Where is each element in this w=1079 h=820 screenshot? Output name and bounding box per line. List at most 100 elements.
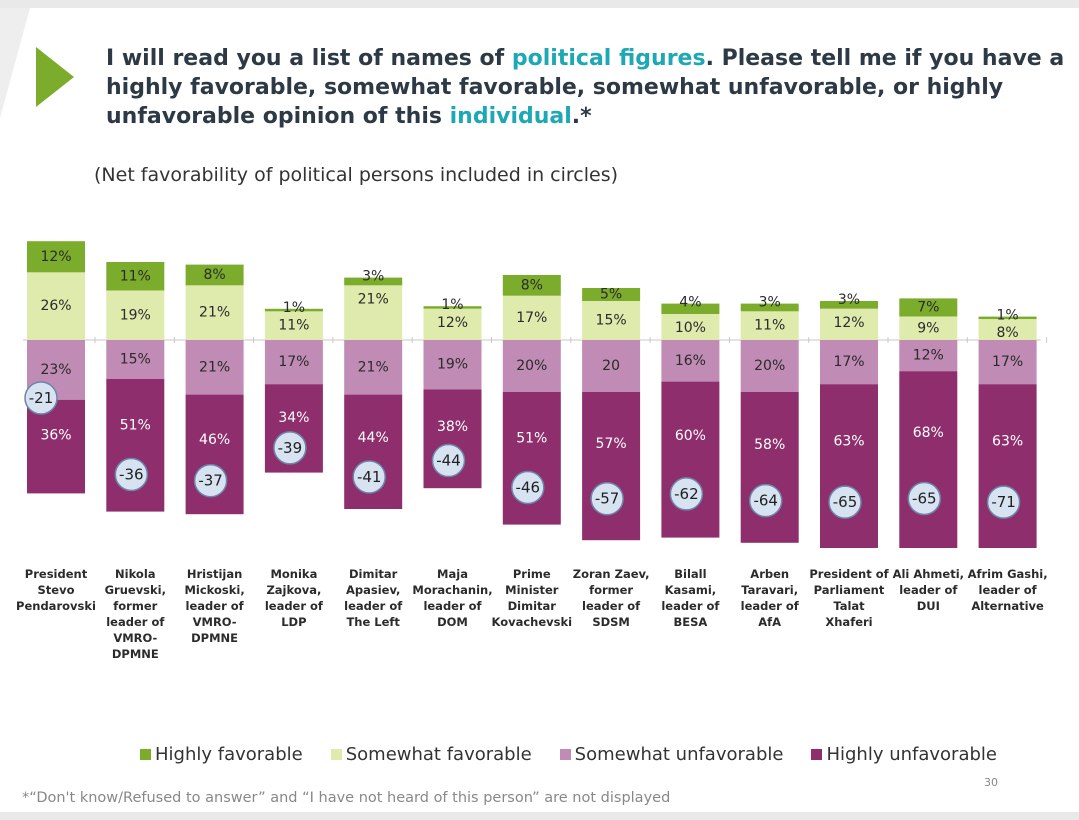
- label-somewhat-unfavorable-1: 15%: [120, 352, 151, 368]
- net-bubble-12: [986, 485, 1021, 519]
- category-label-11-2: DUI: [917, 599, 940, 613]
- bar-somewhat-unfavorable-3: [264, 340, 323, 385]
- label-highly-unfavorable-12: 63%: [992, 434, 1023, 450]
- label-somewhat-unfavorable-11: 12%: [913, 348, 944, 364]
- bar-highly-unfavorable-11: [899, 371, 958, 548]
- category-label-9-0: Arben: [750, 567, 789, 581]
- label-highly-unfavorable-8: 60%: [675, 428, 706, 444]
- label-somewhat-unfavorable-6: 20%: [516, 358, 547, 374]
- title-highlight-individual: individual: [449, 104, 572, 129]
- bar-somewhat-unfavorable-8: [661, 340, 720, 382]
- bar-somewhat-favorable-0: [27, 272, 85, 340]
- title-part-1: I will read you a list of names of: [106, 46, 512, 71]
- net-label-3: -39: [278, 439, 303, 457]
- bar-highly-favorable-10: [820, 301, 878, 309]
- bar-highly-favorable-5: [423, 306, 482, 309]
- category-label-2-4: DPMNE: [191, 631, 238, 645]
- bar-somewhat-favorable-12: [978, 319, 1037, 340]
- bar-somewhat-unfavorable-9: [740, 340, 799, 392]
- bar-highly-favorable-3: [264, 308, 323, 312]
- net-bubble-5: [431, 443, 466, 478]
- label-somewhat-favorable-1: 19%: [120, 307, 151, 323]
- legend-item-highly-unfavorable: Highly unfavorable: [811, 744, 997, 765]
- label-highly-unfavorable-2: 46%: [199, 432, 230, 448]
- label-highly-unfavorable-5: 38%: [437, 419, 468, 435]
- category-label-0-1: Stevo: [38, 583, 75, 597]
- bar-somewhat-unfavorable-1: [106, 340, 165, 379]
- chart-title: I will read you a list of names of polit…: [106, 44, 1066, 131]
- legend-swatch-somewhat-favorable: [330, 749, 342, 760]
- net-label-5: -44: [436, 452, 461, 470]
- label-somewhat-favorable-10: 12%: [833, 315, 864, 331]
- bar-somewhat-favorable-10: [820, 308, 878, 340]
- legend-swatch-somewhat-unfavorable: [559, 749, 571, 760]
- label-somewhat-unfavorable-7: 20: [602, 358, 620, 374]
- category-label-7-1: former: [589, 583, 633, 597]
- label-highly-favorable-1: 11%: [120, 268, 151, 284]
- label-somewhat-favorable-8: 10%: [675, 320, 706, 336]
- bar-highly-favorable-11: [899, 298, 958, 317]
- net-bubble-10: [828, 485, 862, 519]
- title-highlight-political-figures: political figures: [511, 46, 706, 71]
- footnote: *“Don't know/Refused to answer” and “I h…: [22, 790, 671, 806]
- category-label-2-2: leader of: [186, 599, 245, 613]
- label-highly-unfavorable-9: 58%: [754, 437, 785, 453]
- legend-swatch-highly-favorable: [140, 749, 151, 760]
- bar-highly-favorable-7: [582, 288, 641, 301]
- category-label-7-2: leader of: [582, 599, 641, 613]
- net-label-8: -62: [674, 485, 699, 503]
- category-label-4-1: Apasiev,: [346, 583, 400, 597]
- net-label-0: -21: [29, 389, 54, 407]
- bar-somewhat-favorable-3: [264, 311, 323, 340]
- bar-highly-favorable-2: [185, 264, 244, 286]
- category-label-12-2: Alternative: [971, 599, 1044, 613]
- net-label-2: -37: [198, 472, 223, 490]
- label-somewhat-unfavorable-10: 17%: [833, 354, 864, 370]
- label-somewhat-favorable-9: 11%: [754, 317, 785, 333]
- bar-somewhat-favorable-4: [344, 285, 403, 340]
- net-label-11: -65: [912, 489, 937, 507]
- label-highly-unfavorable-10: 63%: [833, 434, 864, 450]
- bar-somewhat-unfavorable-7: [582, 340, 641, 392]
- label-highly-unfavorable-0: 36%: [40, 427, 71, 443]
- label-somewhat-unfavorable-2: 21%: [199, 359, 230, 375]
- bar-somewhat-favorable-9: [740, 311, 799, 340]
- net-bubble-11: [907, 481, 942, 516]
- category-label-10-1: Parliament: [814, 583, 885, 597]
- category-label-8-3: BESA: [673, 615, 707, 629]
- page-number: 30: [984, 776, 998, 789]
- category-label-6-0: Prime: [513, 567, 551, 581]
- bar-highly-favorable-8: [661, 303, 720, 314]
- net-label-12: -71: [991, 493, 1016, 511]
- bar-highly-unfavorable-1: [106, 379, 165, 512]
- bar-highly-favorable-12: [978, 316, 1037, 320]
- legend-label-somewhat-unfavorable: Somewhat unfavorable: [574, 744, 784, 765]
- category-label-1-5: DPMNE: [112, 647, 159, 661]
- category-label-3-3: LDP: [281, 615, 306, 629]
- category-label-11-0: Ali Ahmeti,: [893, 567, 964, 581]
- bar-highly-unfavorable-12: [978, 384, 1037, 548]
- bar-highly-unfavorable-8: [661, 381, 720, 538]
- bottom-border: [0, 812, 1079, 820]
- bar-somewhat-unfavorable-4: [344, 340, 403, 395]
- category-label-11-1: leader of: [899, 583, 958, 597]
- label-highly-unfavorable-4: 44%: [358, 430, 389, 446]
- label-highly-favorable-3: 1%: [283, 300, 305, 316]
- bar-somewhat-unfavorable-10: [820, 340, 878, 385]
- label-highly-favorable-10: 3%: [838, 292, 860, 308]
- category-label-6-2: Dimitar: [508, 599, 557, 613]
- bar-highly-unfavorable-7: [582, 392, 641, 541]
- category-label-5-3: DOM: [437, 615, 468, 629]
- label-highly-favorable-0: 12%: [40, 249, 71, 265]
- label-highly-favorable-8: 4%: [679, 295, 701, 311]
- bar-somewhat-unfavorable-11: [899, 340, 958, 372]
- label-somewhat-unfavorable-8: 16%: [675, 353, 706, 369]
- label-highly-favorable-5: 1%: [441, 297, 463, 313]
- net-label-4: -41: [357, 468, 382, 486]
- category-label-9-3: AfA: [758, 615, 781, 629]
- bar-highly-favorable-1: [106, 262, 165, 291]
- net-label-1: -36: [119, 465, 144, 483]
- label-highly-favorable-6: 8%: [521, 277, 543, 293]
- label-somewhat-favorable-11: 9%: [917, 320, 939, 336]
- bar-somewhat-unfavorable-6: [502, 340, 561, 392]
